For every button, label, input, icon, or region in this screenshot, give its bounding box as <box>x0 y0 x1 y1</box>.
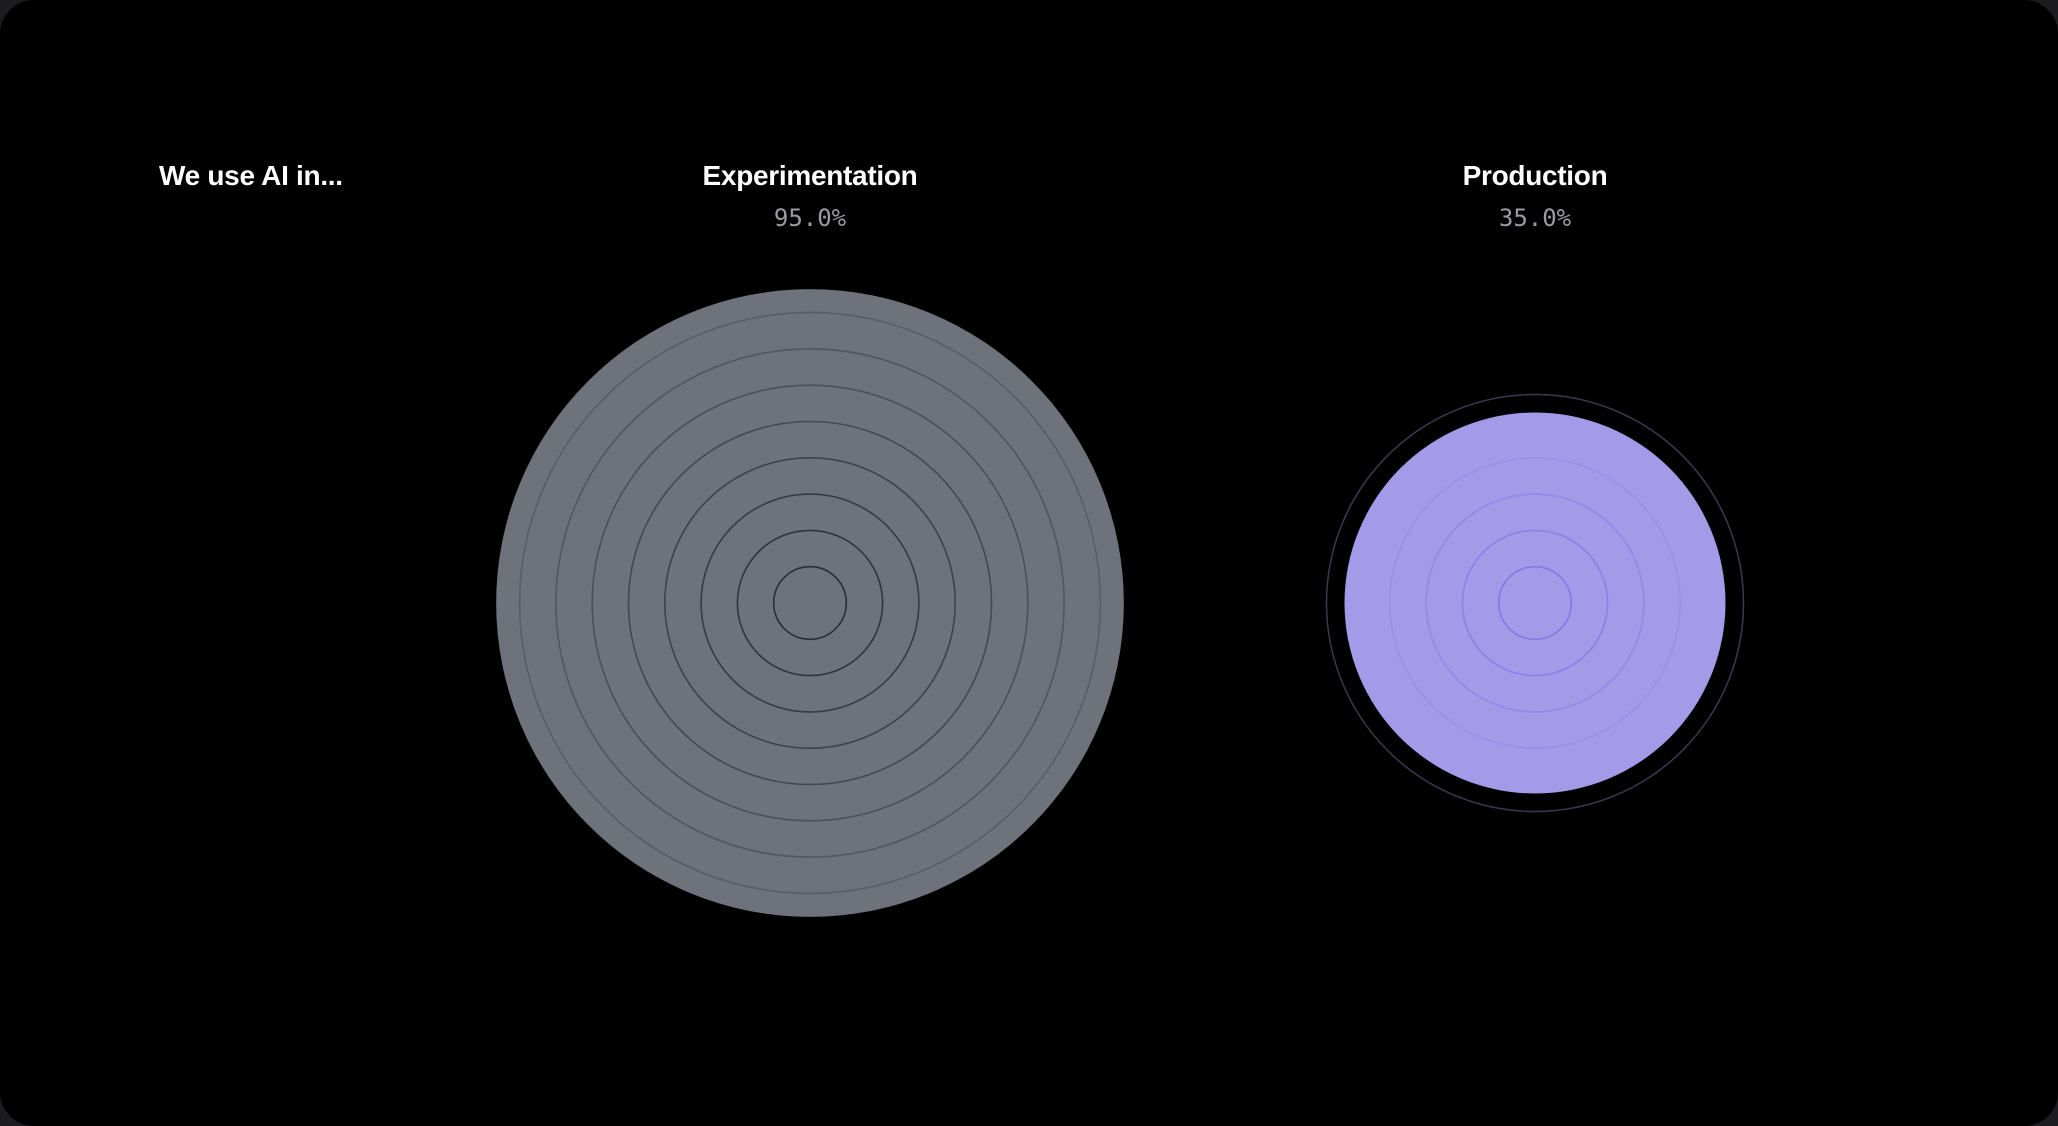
bubble-ring-experimentation <box>663 456 956 749</box>
bubble-ring-production <box>1389 456 1682 749</box>
category-label-production: Production <box>1462 160 1608 191</box>
value-label-production: 35.0% <box>1498 204 1572 232</box>
bubble-ring-experimentation <box>591 384 1029 822</box>
bubble-ring-experimentation <box>736 529 884 677</box>
bubble-ring-experimentation <box>555 348 1065 858</box>
value-label-experimentation: 95.0% <box>773 204 847 232</box>
bubble-ring-experimentation <box>627 420 993 786</box>
bubble-ring-experimentation <box>772 565 848 641</box>
bubble-group-production <box>1325 393 1745 813</box>
bubble-production <box>1344 412 1726 794</box>
category-label-experimentation: Experimentation <box>702 160 918 191</box>
bubble-ring-production <box>1425 493 1645 713</box>
bubble-experimentation <box>496 289 1124 917</box>
bubble-ring-experimentation <box>700 493 920 713</box>
bubble-group-experimentation <box>496 289 1124 917</box>
bubble-ring-experimentation <box>518 311 1102 895</box>
bubble-ring-production <box>1497 565 1573 641</box>
bubble-outline-production <box>1325 393 1745 813</box>
chart-heading: We use AI in... <box>159 160 343 191</box>
bubble-ring-production <box>1461 529 1609 677</box>
